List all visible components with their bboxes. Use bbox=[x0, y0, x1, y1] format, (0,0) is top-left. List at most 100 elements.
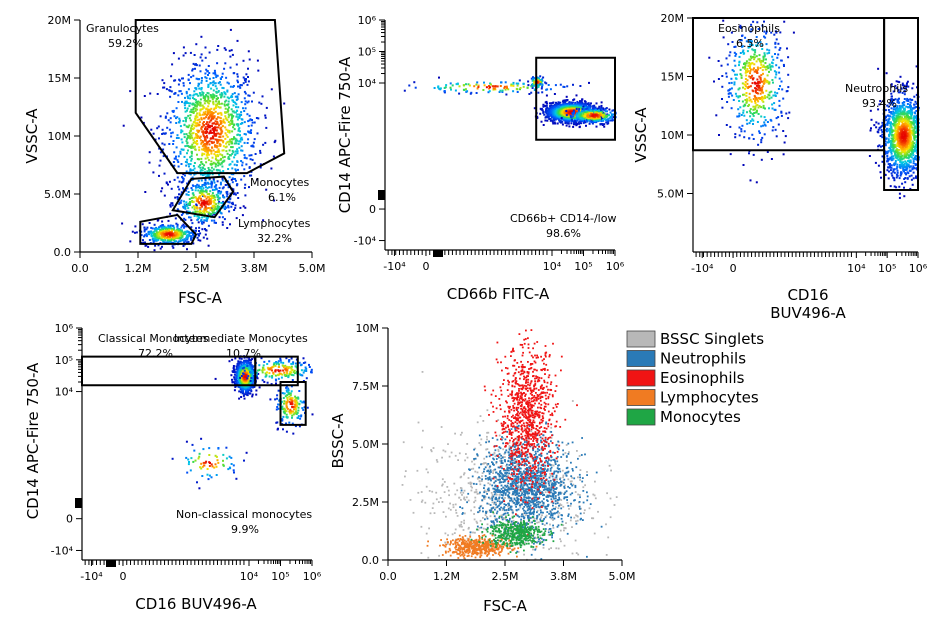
event-point bbox=[742, 105, 745, 108]
event-point bbox=[915, 175, 917, 178]
event-point bbox=[172, 228, 175, 231]
event-point bbox=[732, 70, 735, 73]
event-point bbox=[456, 83, 459, 86]
event-point bbox=[612, 116, 615, 119]
event-point bbox=[895, 176, 898, 179]
event-point bbox=[208, 111, 211, 114]
event-point bbox=[156, 93, 159, 95]
event-point bbox=[782, 97, 785, 100]
event-point bbox=[204, 229, 207, 232]
event-point bbox=[488, 90, 491, 93]
event-point bbox=[748, 92, 751, 95]
event-point bbox=[889, 185, 892, 188]
event-point bbox=[220, 126, 223, 129]
event-point bbox=[212, 136, 214, 139]
event-point bbox=[249, 132, 252, 134]
event-point bbox=[243, 156, 246, 159]
event-point bbox=[173, 229, 176, 232]
event-point bbox=[214, 138, 217, 141]
event-point bbox=[231, 146, 234, 149]
event-point bbox=[207, 224, 210, 227]
event-point bbox=[728, 92, 731, 95]
event-point bbox=[192, 200, 195, 203]
event-point bbox=[747, 105, 750, 107]
event-point bbox=[764, 62, 767, 64]
event-point bbox=[141, 223, 144, 226]
event-point bbox=[161, 234, 164, 237]
event-point bbox=[763, 121, 766, 124]
event-point bbox=[578, 105, 581, 108]
event-point bbox=[779, 47, 782, 50]
event-point bbox=[214, 71, 217, 74]
event-point bbox=[904, 172, 907, 175]
event-point bbox=[774, 128, 777, 131]
event-point bbox=[888, 158, 891, 161]
event-point bbox=[581, 110, 584, 113]
event-point bbox=[914, 100, 917, 103]
y-tick-label: 10⁵ bbox=[358, 46, 376, 59]
event-point bbox=[216, 139, 219, 142]
event-point bbox=[889, 165, 892, 168]
event-point bbox=[545, 94, 548, 97]
event-point bbox=[758, 80, 761, 83]
event-point bbox=[215, 146, 218, 149]
event-point bbox=[605, 107, 608, 110]
event-point bbox=[868, 155, 871, 157]
event-point bbox=[731, 94, 734, 97]
event-point bbox=[223, 103, 226, 106]
panel-1-gate-label-monocytes: Monocytes bbox=[250, 176, 310, 189]
event-point bbox=[226, 110, 229, 113]
event-point bbox=[189, 201, 192, 204]
event-point bbox=[204, 144, 207, 147]
event-point bbox=[253, 121, 256, 124]
event-point bbox=[602, 107, 605, 110]
event-point bbox=[894, 98, 897, 101]
event-point bbox=[750, 23, 753, 26]
event-point bbox=[192, 211, 195, 214]
event-point bbox=[585, 110, 588, 113]
event-point bbox=[226, 103, 228, 106]
event-point bbox=[214, 158, 217, 160]
event-point bbox=[161, 227, 164, 229]
event-point bbox=[233, 142, 236, 145]
event-point bbox=[152, 132, 155, 135]
event-point bbox=[144, 191, 147, 193]
event-point bbox=[234, 168, 237, 171]
event-point bbox=[898, 192, 901, 195]
event-point bbox=[231, 201, 234, 204]
event-point bbox=[577, 116, 580, 119]
y-tick-label: 20M bbox=[48, 14, 72, 27]
event-point bbox=[283, 102, 286, 105]
event-point bbox=[756, 41, 759, 44]
event-point bbox=[205, 149, 208, 152]
event-point bbox=[186, 238, 189, 241]
event-point bbox=[234, 101, 237, 104]
event-point bbox=[733, 83, 736, 86]
event-point bbox=[559, 83, 562, 86]
event-point bbox=[895, 87, 898, 90]
event-point bbox=[760, 59, 763, 62]
event-point bbox=[727, 95, 730, 98]
event-point bbox=[234, 137, 237, 140]
event-point bbox=[209, 208, 212, 211]
event-point bbox=[151, 227, 154, 230]
event-point bbox=[244, 133, 247, 136]
event-point bbox=[215, 168, 218, 171]
event-point bbox=[504, 88, 507, 91]
event-point bbox=[778, 48, 781, 51]
event-point bbox=[184, 160, 187, 163]
event-point bbox=[877, 67, 880, 70]
event-point bbox=[171, 202, 174, 205]
event-point bbox=[223, 67, 226, 70]
event-point bbox=[171, 230, 173, 233]
event-point bbox=[582, 103, 585, 106]
event-point bbox=[217, 169, 220, 172]
event-point bbox=[897, 91, 900, 94]
event-point bbox=[194, 98, 197, 101]
event-point bbox=[194, 107, 197, 110]
event-point bbox=[187, 191, 190, 193]
event-point bbox=[468, 84, 471, 87]
event-point bbox=[748, 137, 751, 140]
event-point bbox=[752, 105, 755, 108]
event-point bbox=[242, 76, 245, 79]
